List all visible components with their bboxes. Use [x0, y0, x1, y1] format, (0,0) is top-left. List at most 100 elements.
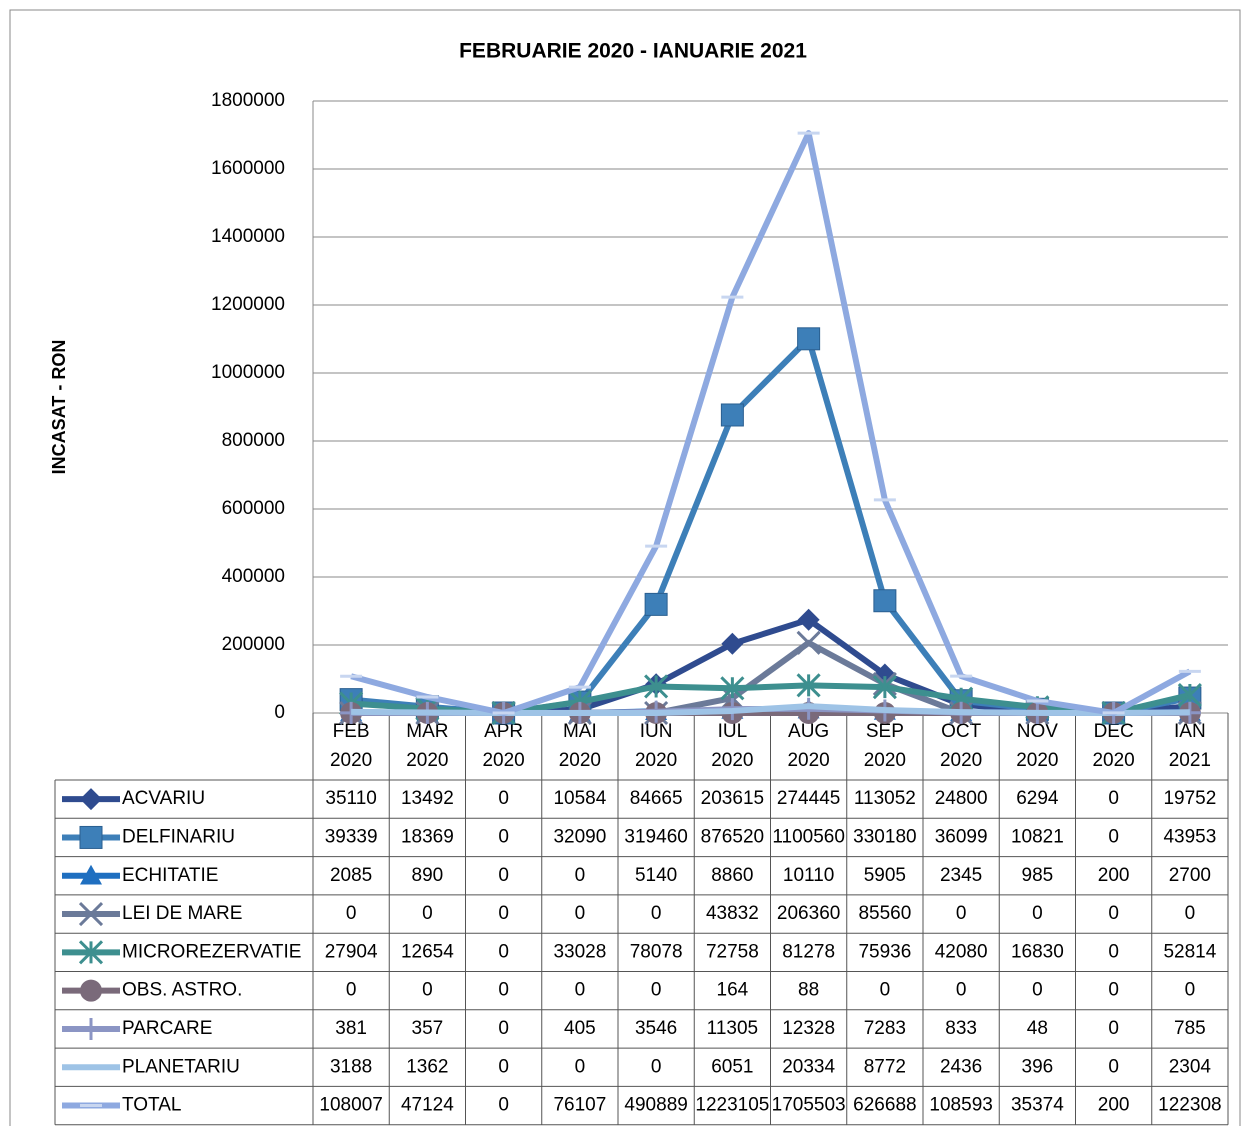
table-cell: 0: [346, 980, 357, 1001]
marker: [720, 403, 744, 427]
legend-label: DELFINARIU: [122, 826, 235, 847]
x-tick-label: FEB 2020: [330, 721, 372, 771]
table-cell: 36099: [935, 826, 988, 847]
x-tick-label: OCT 2020: [940, 721, 982, 771]
table-cell: 0: [1185, 980, 1196, 1001]
table-cell: 0: [1108, 1056, 1119, 1077]
table-cell: 274445: [777, 788, 840, 809]
x-tick-label: IUN 2020: [635, 721, 677, 771]
y-tick-label: 800000: [222, 430, 285, 451]
table-cell: 42080: [935, 941, 988, 962]
table-cell: 75936: [858, 941, 911, 962]
table-cell: 5140: [635, 865, 677, 886]
table-cell: 88: [798, 980, 819, 1001]
x-tick-label: APR 2020: [482, 721, 524, 771]
table-cell: 200: [1098, 1095, 1130, 1116]
y-tick-label: 1000000: [211, 362, 285, 383]
table-cell: 833: [945, 1018, 977, 1039]
table-cell: 33028: [553, 941, 606, 962]
table-cell: 6294: [1016, 788, 1059, 809]
table-cell: 0: [1032, 980, 1043, 1001]
table-cell: 626688: [853, 1095, 916, 1116]
table-cell: 0: [498, 1018, 509, 1039]
table-cell: 47124: [401, 1095, 454, 1116]
table-cell: 0: [956, 903, 967, 924]
table-cell: 0: [498, 980, 509, 1001]
marker: [797, 327, 821, 351]
table-cell: 5905: [864, 865, 906, 886]
table-cell: 27904: [325, 941, 378, 962]
table-cell: 164: [717, 980, 749, 1001]
table-cell: 10110: [783, 865, 834, 886]
table-cell: 10584: [553, 788, 606, 809]
table-cell: 0: [651, 903, 662, 924]
table-cell: 203615: [701, 788, 764, 809]
y-tick-label: 200000: [222, 634, 285, 655]
table-cell: 0: [1108, 1018, 1119, 1039]
legend-label: PARCARE: [122, 1018, 212, 1039]
table-cell: 0: [1108, 788, 1119, 809]
table-cell: 19752: [1163, 788, 1216, 809]
table-cell: 0: [1108, 903, 1119, 924]
table-cell: 0: [346, 903, 357, 924]
table-cell: 78078: [630, 941, 683, 962]
table-cell: 0: [498, 788, 509, 809]
table-cell: 10821: [1011, 826, 1064, 847]
legend-label: LEI DE MARE: [122, 903, 242, 924]
table-cell: 39339: [325, 826, 378, 847]
table-cell: 0: [422, 980, 433, 1001]
table-cell: 6051: [711, 1056, 753, 1077]
marker: [78, 940, 104, 965]
table-cell: 48: [1027, 1018, 1048, 1039]
y-tick-label: 1400000: [211, 226, 285, 247]
marker: [796, 673, 821, 698]
table-cell: 32090: [553, 826, 606, 847]
table-cell: 16830: [1011, 941, 1064, 962]
table-cell: 8860: [711, 865, 753, 886]
table-cell: 12654: [401, 941, 454, 962]
table-cell: 785: [1174, 1018, 1206, 1039]
table-cell: 1705503: [772, 1095, 846, 1116]
table-cell: 0: [651, 980, 662, 1001]
table-cell: 396: [1022, 1056, 1054, 1077]
x-tick-label: NOV 2020: [1016, 721, 1058, 771]
y-tick-label: 1800000: [211, 90, 285, 111]
table-cell: 20334: [782, 1056, 835, 1077]
table-cell: 0: [651, 1056, 662, 1077]
table-cell: 0: [498, 1056, 509, 1077]
x-tick-label: DEC 2020: [1092, 721, 1134, 771]
legend-label: OBS. ASTRO.: [122, 980, 242, 1001]
table-cell: 13492: [401, 788, 454, 809]
y-tick-label: 400000: [222, 566, 285, 587]
table-cell: 8772: [864, 1056, 906, 1077]
table-cell: 122308: [1158, 1095, 1221, 1116]
marker: [644, 592, 668, 616]
table-cell: 72758: [706, 941, 759, 962]
table-cell: 113052: [854, 788, 916, 809]
y-tick-label: 0: [274, 702, 285, 723]
y-axis-label: INCASAT - RON: [49, 340, 69, 475]
x-tick-label: MAR 2020: [406, 721, 448, 771]
table-cell: 2304: [1169, 1056, 1212, 1077]
table-cell: 43832: [706, 903, 759, 924]
table-cell: 985: [1022, 865, 1054, 886]
table-cell: 890: [412, 865, 444, 886]
legend-label: TOTAL: [122, 1095, 181, 1116]
table-cell: 876520: [701, 826, 764, 847]
table-cell: 490889: [624, 1095, 687, 1116]
y-tick-label: 1600000: [211, 158, 285, 179]
marker: [721, 632, 744, 655]
table-cell: 1100560: [772, 826, 845, 847]
table-cell: 319460: [624, 826, 687, 847]
table-cell: 108593: [929, 1095, 992, 1116]
table-cell: 11305: [707, 1018, 758, 1039]
table-cell: 0: [422, 903, 433, 924]
legend-label: ACVARIU: [122, 788, 205, 809]
marker: [797, 608, 820, 631]
x-tick-label: AUG 2020: [787, 721, 829, 771]
table-cell: 0: [498, 826, 509, 847]
marker: [78, 901, 104, 927]
marker: [720, 676, 745, 701]
legend-label: MICROREZERVATIE: [122, 941, 301, 962]
table-cell: 108007: [319, 1095, 382, 1116]
